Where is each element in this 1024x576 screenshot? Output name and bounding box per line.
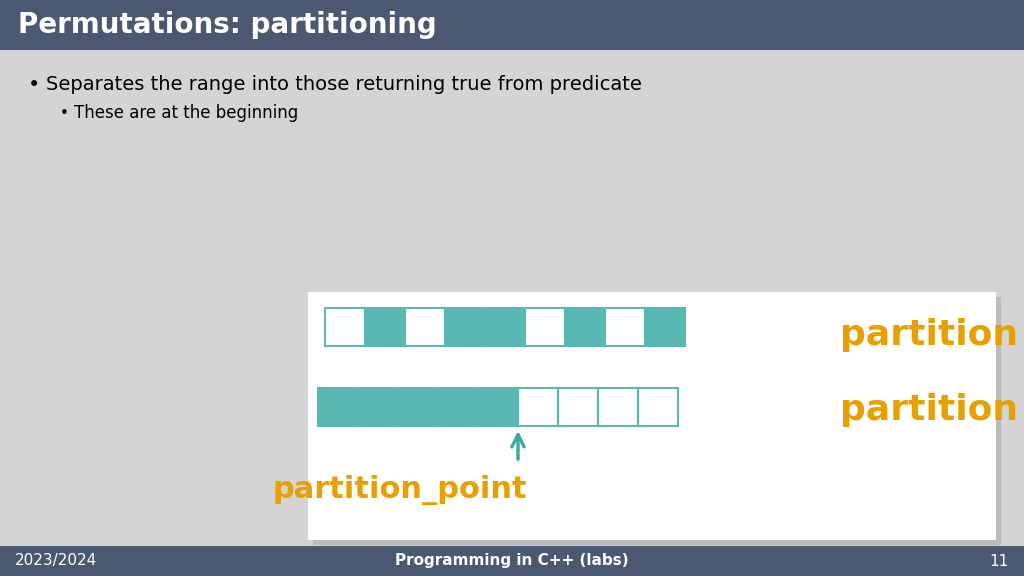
Bar bbox=[438, 388, 478, 426]
Text: •: • bbox=[28, 75, 40, 95]
Bar bbox=[365, 308, 406, 346]
Text: •: • bbox=[60, 105, 69, 120]
Bar bbox=[0, 0, 1024, 50]
Bar bbox=[525, 308, 565, 346]
Bar bbox=[313, 297, 1001, 545]
Text: partition: partition bbox=[840, 318, 1018, 352]
Text: partition: partition bbox=[840, 393, 1018, 427]
Bar bbox=[518, 388, 558, 426]
Bar bbox=[485, 308, 525, 346]
Bar bbox=[308, 292, 996, 540]
Bar bbox=[406, 308, 445, 346]
Text: 2023/2024: 2023/2024 bbox=[15, 554, 97, 569]
Text: partition_point: partition_point bbox=[272, 475, 527, 505]
Text: Separates the range into those returning true from predicate: Separates the range into those returning… bbox=[46, 75, 642, 94]
Bar bbox=[478, 388, 518, 426]
Bar bbox=[0, 546, 1024, 576]
Text: These are at the beginning: These are at the beginning bbox=[74, 104, 298, 122]
Bar bbox=[398, 388, 438, 426]
Bar bbox=[358, 388, 398, 426]
Bar bbox=[325, 308, 365, 346]
Bar bbox=[598, 388, 638, 426]
Bar bbox=[605, 308, 645, 346]
Bar bbox=[638, 388, 678, 426]
Bar bbox=[558, 388, 598, 426]
Bar bbox=[565, 308, 605, 346]
Bar bbox=[445, 308, 485, 346]
Text: 11: 11 bbox=[990, 554, 1009, 569]
Text: Permutations: partitioning: Permutations: partitioning bbox=[18, 11, 437, 39]
Text: Programming in C++ (labs): Programming in C++ (labs) bbox=[395, 554, 629, 569]
Bar bbox=[645, 308, 685, 346]
Bar bbox=[318, 388, 358, 426]
